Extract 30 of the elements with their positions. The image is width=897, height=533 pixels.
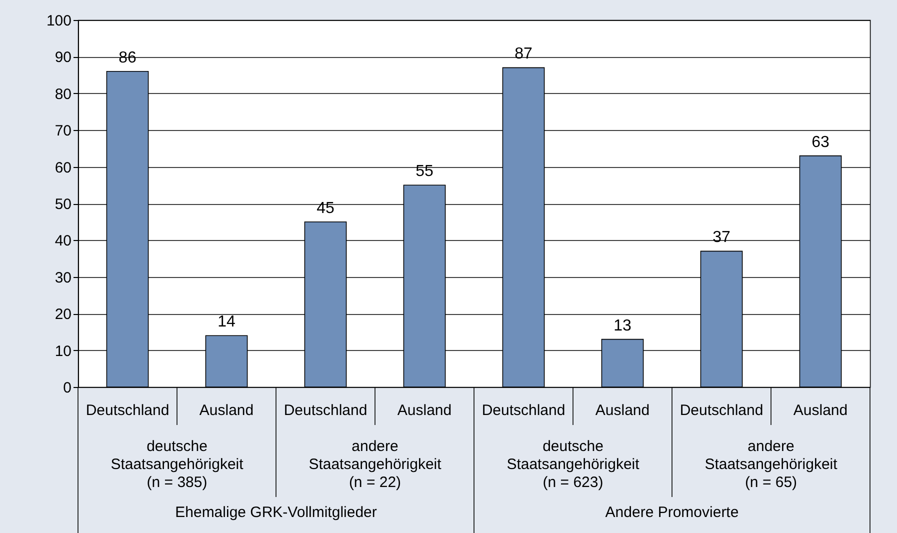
y-tick-label: 30 bbox=[54, 269, 72, 286]
x-tick-label: Ausland bbox=[595, 402, 650, 419]
text: andere Staatsangehörigkeit (n = 65) bbox=[704, 438, 838, 491]
x-tick-label: Ausland bbox=[397, 402, 452, 419]
data-label: 63 bbox=[812, 134, 830, 151]
text: deutsche Staatsangehörigkeit (n = 623) bbox=[506, 438, 640, 491]
y-tick-label: 80 bbox=[54, 86, 72, 103]
y-tick-label: 60 bbox=[54, 159, 72, 176]
text: andere Staatsangehörigkeit (n = 22) bbox=[308, 438, 442, 491]
x-tick-label: Deutschland bbox=[482, 402, 566, 419]
y-tick-label: 20 bbox=[54, 306, 72, 324]
x-tick-label: Deutschland bbox=[86, 402, 170, 419]
y-tick-label: 100 bbox=[46, 12, 72, 30]
text: Ehemalige GRK-Vollmitglieder bbox=[175, 504, 377, 521]
y-tick-label: 40 bbox=[54, 232, 72, 250]
data-label: 14 bbox=[218, 314, 236, 331]
y-tick-label: 50 bbox=[54, 196, 72, 213]
y-tick-label: 90 bbox=[54, 49, 72, 66]
y-tick-label: 70 bbox=[54, 122, 72, 140]
text: Andere Promovierte bbox=[605, 504, 739, 521]
text: deutsche Staatsangehörigkeit (n = 385) bbox=[110, 438, 244, 491]
y-tick-label: 10 bbox=[54, 342, 72, 360]
data-label: 55 bbox=[416, 163, 434, 180]
data-label: 45 bbox=[316, 200, 334, 217]
data-label: 13 bbox=[614, 317, 632, 334]
x-tick-label: Deutschland bbox=[284, 402, 368, 419]
y-tick-label: 0 bbox=[63, 380, 72, 396]
x-tick-label: Deutschland bbox=[680, 402, 764, 419]
x-tick-label: Ausland bbox=[199, 402, 254, 419]
x-tick-label: Ausland bbox=[793, 402, 848, 419]
